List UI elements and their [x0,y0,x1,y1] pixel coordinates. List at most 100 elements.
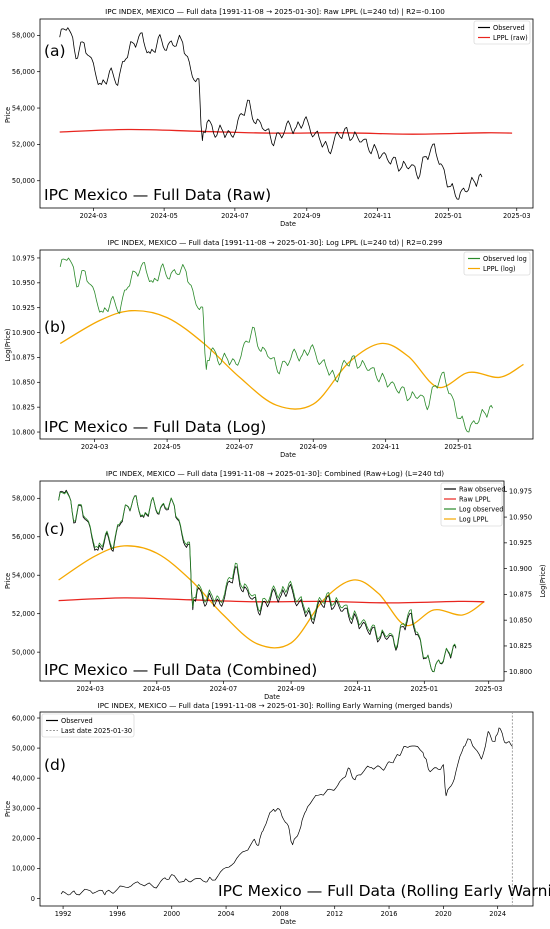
panel-a: IPC INDEX, MEXICO — Full data [1991-11-0… [4,7,534,228]
panel-b-ytick-label: 10.975 [12,254,35,262]
panel-c-right-ytick-label: 10.825 [509,642,532,650]
panel-c-xtick-label: 2025-03 [475,685,503,693]
legend-label-lppl-log: LPPL (log) [483,265,516,273]
panel-a-ytick-label: 50,000 [12,177,35,185]
panel-b-overlay-title: IPC Mexico — Full Data (Log) [44,418,266,436]
panel-a-axes [39,18,534,209]
panel-b-xtick-label: 2024-07 [226,443,254,451]
panel-b-xtick-label: 2024-11 [372,443,400,451]
panel-d-xtick-label: 2000 [163,910,180,918]
panel-a-ytick-label: 58,000 [12,32,35,40]
panel-a-overlay-title: IPC Mexico — Full Data (Raw) [44,186,271,204]
panel-b-ylabel: Log(Price) [4,328,12,361]
panel-a-xtick-label: 2024-11 [364,212,392,220]
panel-c-xtick-label: 2024-11 [344,685,372,693]
panel-d-ytick-label: 40,000 [12,774,35,782]
legend-label-observed: Observed [493,24,525,32]
panel-c-right-ytick-label: 10.900 [509,565,532,573]
panel-c-xtick-label: 2024-07 [210,685,238,693]
panel-b-title: IPC INDEX, MEXICO — Full data [1991-11-0… [108,238,443,247]
panel-c-xlabel: Date [264,693,280,701]
panel-d-ytick-label: 50,000 [12,744,35,752]
panel-b-ytick-label: 10.950 [12,279,35,287]
panel-c-axes [39,480,505,682]
panel-c-legend: Raw observed Raw LPPL Log observed Log L… [440,482,506,527]
panel-d-title: IPC INDEX, MEXICO — Full data [1991-11-0… [98,701,453,710]
panel-b-xtick-label: 2024-09 [299,443,327,451]
panel-a-ylabel: Price [4,107,12,123]
panel-c: IPC INDEX, MEXICO — Full data [1991-11-0… [4,469,547,701]
panel-c-overlay-title: IPC Mexico — Full Data (Combined) [44,661,317,679]
panel-b-xtick-label: 2025-01 [444,443,472,451]
series-log-observed-line [58,490,457,673]
panel-c-right-ytick-label: 10.800 [509,668,532,676]
panel-c-ytick-label: 58,000 [12,495,35,503]
legend-label-lppl-raw: LPPL (raw) [493,34,528,42]
series-lppl-raw-line [59,128,513,135]
panel-c-right-ytick-label: 10.950 [509,513,532,521]
legend-label-observed-d: Observed [61,717,93,725]
legend-label-log-lppl: Log LPPL [459,516,488,524]
panel-d-xtick-label: 1992 [55,910,72,918]
series-lppl-log-line [59,309,524,410]
panel-d-axes [39,711,534,907]
series-observed-log-line [59,257,493,433]
panel-b-ytick-label: 10.800 [12,428,35,436]
panel-a-xtick-label: 2025-03 [503,212,531,220]
panel-b-xlabel: Date [280,451,296,459]
panel-b-ytick-label: 10.875 [12,354,35,362]
legend-label-last-date: Last date 2025-01-30 [61,727,132,735]
panel-a-ytick-label: 56,000 [12,68,35,76]
panel-b-legend: Observed log LPPL (log) [463,251,531,276]
panel-b-xtick-label: 2024-05 [153,443,181,451]
panel-d-xtick-label: 2004 [218,910,235,918]
panel-c-title: IPC INDEX, MEXICO — Full data [1991-11-0… [106,469,444,478]
panel-d-xtick-label: 2012 [326,910,343,918]
panel-b-ytick-label: 10.900 [12,329,35,337]
panel-b-axes [39,249,534,440]
panel-c-xtick-label: 2024-03 [76,685,104,693]
panel-a-xtick-label: 2024-03 [80,212,108,220]
panel-d-xlabel: Date [280,918,296,926]
panel-c-xtick-label: 2024-09 [277,685,305,693]
panel-c-right-ytick-label: 10.925 [509,539,532,547]
panel-d-ytick-label: 10,000 [12,865,35,873]
legend-label-raw-lppl: Raw LPPL [459,496,491,504]
panel-c-ytick-label: 56,000 [12,533,35,541]
panel-a-xtick-label: 2024-05 [150,212,178,220]
panel-c-xtick-label: 2024-05 [143,685,171,693]
panel-c-ytick-label: 50,000 [12,648,35,656]
legend-label-raw-observed: Raw observed [459,486,506,494]
panel-a-xlabel: Date [280,220,296,228]
series-log-lppl-line [58,545,485,649]
panel-b-ytick-label: 10.825 [12,403,35,411]
legend-label-observed-log: Observed log [483,255,527,263]
panel-d-xtick-label: 2024 [489,910,506,918]
panel-d-xtick-label: 2008 [272,910,289,918]
panel-a-ytick-label: 52,000 [12,141,35,149]
panel-c-ytick-label: 54,000 [12,572,35,580]
panel-c-right-ytick-label: 10.850 [509,616,532,624]
panel-b-ytick-label: 10.850 [12,379,35,387]
panel-c-label: (c) [44,520,65,538]
panel-a-legend: Observed LPPL (raw) [473,20,531,45]
panel-c-xtick-label: 2025-01 [411,685,439,693]
panel-d-overlay-title: IPC Mexico — Full Data (Rolling Early Wa… [218,882,550,900]
panel-d: IPC INDEX, MEXICO — Full data [1991-11-0… [4,701,550,926]
panel-c-ylabel: Price [4,573,12,589]
panel-c-ytick-label: 52,000 [12,610,35,618]
panel-d-ytick-label: 30,000 [12,805,35,813]
panel-a-label: (a) [44,42,66,60]
panel-b-ytick-label: 10.925 [12,304,35,312]
panel-c-ylabel-right: Log(Price) [539,564,547,597]
panel-b-xtick-label: 2024-03 [81,443,109,451]
panel-c-right-ytick-label: 10.975 [509,488,532,496]
panel-a-xtick-label: 2024-07 [221,212,249,220]
panel-c-right-ytick-label: 10.875 [509,591,532,599]
panel-d-xtick-label: 2016 [381,910,398,918]
panel-d-ylabel: Price [4,801,12,817]
legend-label-log-observed: Log observed [459,506,503,514]
panel-a-title: IPC INDEX, MEXICO — Full data [1991-11-0… [105,7,445,16]
panel-a-xtick-label: 2024-09 [293,212,321,220]
